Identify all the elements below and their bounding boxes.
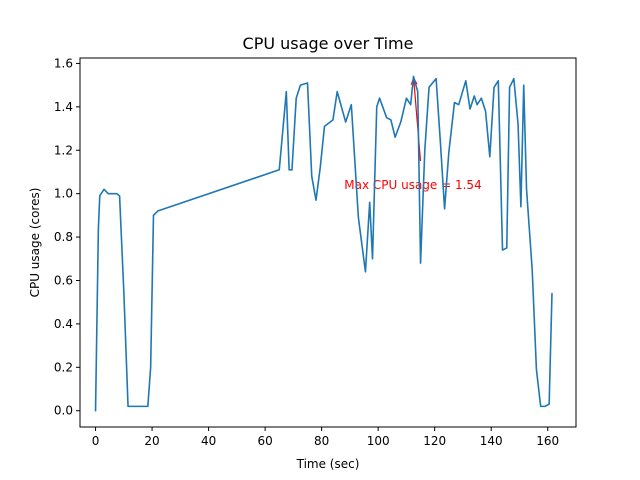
x-tick-label: 60 [257,434,272,448]
y-tick-label: 1.6 [54,56,73,70]
y-axis-ticks: 0.0 0.2 0.4 0.6 0.8 1.0 1.2 1.4 1.6 [54,56,80,418]
y-tick-label: 1.2 [54,143,73,157]
plot-frame [79,57,577,428]
annotation-text: Max CPU usage = 1.54 [344,178,481,192]
y-axis-label: CPU usage (cores) [28,188,42,298]
plot-area [80,58,576,427]
x-axis-ticks: 0 20 40 60 80 100 120 140 160 [92,427,559,448]
y-tick-label: 0.2 [54,360,73,374]
y-tick-label: 0.6 [54,273,73,287]
x-tick-label: 0 [92,434,100,448]
y-tick-label: 0.0 [54,404,73,418]
chart-title: CPU usage over Time [243,34,414,53]
x-tick-label: 40 [201,434,216,448]
x-tick-label: 160 [536,434,559,448]
x-tick-label: 20 [144,434,159,448]
y-tick-label: 0.4 [54,317,73,331]
y-tick-label: 1.0 [54,187,73,201]
y-tick-label: 0.8 [54,230,73,244]
x-tick-label: 80 [314,434,329,448]
cpu-usage-series-line [94,75,553,412]
y-tick-label: 1.4 [54,100,73,114]
x-tick-label: 120 [423,434,446,448]
x-axis-label: Time (sec) [296,457,360,471]
x-tick-label: 140 [480,434,503,448]
x-tick-label: 100 [367,434,390,448]
